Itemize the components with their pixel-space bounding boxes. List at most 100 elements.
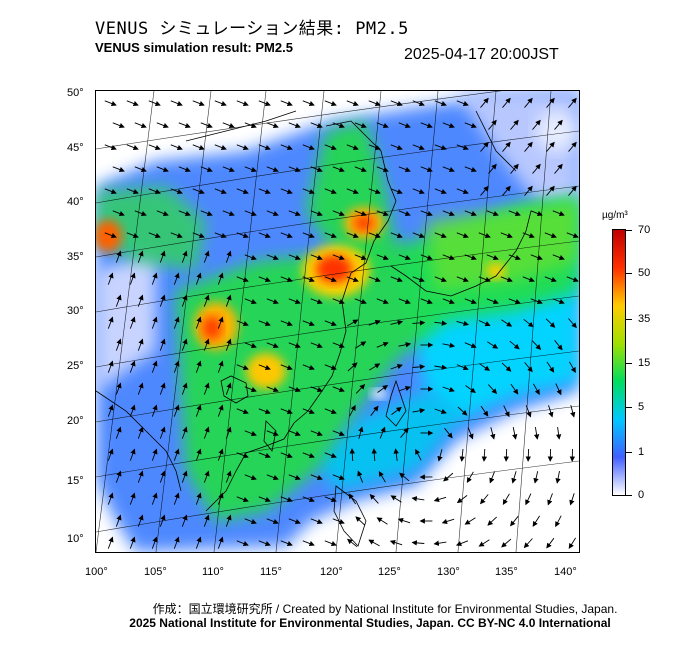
wind-arrow [487, 341, 499, 349]
wind-arrow [244, 474, 257, 481]
wind-arrow [508, 298, 521, 305]
wind-arrow [178, 122, 191, 129]
wind-arrow [523, 318, 534, 328]
wind-arrow [258, 496, 271, 503]
wind-arrow [442, 122, 455, 129]
wind-arrow [397, 517, 411, 524]
wind-arrow [134, 122, 147, 129]
wind-arrow [555, 515, 562, 528]
wind-arrow [552, 298, 565, 305]
wind-arrow [266, 430, 279, 437]
wind-arrow [236, 540, 249, 547]
wind-arrow [217, 272, 224, 285]
wind-arrow [398, 166, 411, 173]
wind-arrow [503, 405, 510, 418]
wind-vectors [104, 97, 579, 549]
wind-arrow [546, 537, 555, 549]
wind-arrow [134, 210, 147, 217]
wind-arrow [466, 471, 474, 483]
colorbar-tick [626, 407, 632, 408]
wind-arrow [530, 298, 543, 305]
wind-arrow [107, 316, 114, 329]
wind-arrow [195, 448, 202, 461]
wind-arrow [530, 210, 543, 217]
wind-arrow [568, 97, 577, 108]
wind-arrow [266, 298, 279, 305]
wind-arrow [390, 232, 403, 239]
wind-arrow [555, 383, 562, 396]
wind-arrow [332, 254, 345, 261]
wind-arrow [412, 408, 426, 414]
wind-arrow [511, 471, 517, 484]
wind-arrow [486, 210, 499, 217]
wind-arrow [346, 232, 359, 239]
wind-arrow [355, 341, 367, 349]
wind-arrow [354, 210, 367, 217]
wind-arrow [112, 166, 125, 173]
wind-arrow [104, 232, 117, 239]
wind-arrow [217, 448, 224, 461]
wind-arrow [288, 254, 301, 261]
colorbar [612, 229, 626, 496]
wind-arrow [525, 493, 532, 506]
wind-arrow [195, 360, 202, 373]
wind-arrow [244, 122, 257, 129]
wind-arrow [324, 144, 337, 151]
colorbar-tick [626, 230, 632, 231]
wind-arrow [420, 210, 433, 217]
colorbar-tick [626, 273, 632, 274]
wind-arrow [434, 408, 447, 415]
wind-arrow [266, 210, 279, 217]
wind-arrow [258, 452, 271, 459]
wind-arrow [512, 427, 518, 440]
wind-arrow [390, 276, 403, 283]
wind-arrow [456, 144, 469, 151]
lat-label-20: 20° [67, 415, 84, 427]
wind-arrow [464, 517, 476, 525]
wind-arrow [244, 518, 257, 525]
wind-arrow [376, 341, 389, 348]
wind-arrow [358, 426, 364, 439]
wind-arrow [112, 210, 125, 217]
wind-arrow [126, 232, 139, 239]
wind-arrow [156, 210, 169, 217]
wind-arrow [214, 188, 227, 195]
wind-arrow [324, 232, 337, 239]
wind-arrow [442, 342, 456, 348]
wind-arrow [280, 540, 293, 547]
wind-arrow [214, 144, 227, 151]
wind-arrow [280, 320, 293, 327]
concentration-field-layer [96, 91, 579, 552]
wind-arrow [107, 492, 114, 505]
wind-arrow [258, 188, 271, 195]
wind-arrow [502, 493, 510, 505]
wind-arrow [570, 405, 576, 418]
wind-arrow [349, 404, 356, 417]
wind-arrow [222, 166, 235, 173]
wind-arrow [434, 100, 447, 107]
wind-arrow [280, 100, 293, 107]
wind-arrow [411, 540, 425, 546]
wind-arrow [390, 188, 403, 195]
colorbar-tick [626, 452, 632, 453]
wind-arrow [481, 448, 487, 462]
wind-arrow [568, 185, 577, 196]
wind-arrow [156, 122, 169, 129]
wind-arrow [151, 360, 158, 373]
wind-arrow [502, 141, 511, 152]
wind-arrow [115, 294, 122, 307]
wind-arrow [411, 496, 425, 502]
lon-label-100: 100° [85, 566, 108, 578]
wind-arrow [357, 470, 364, 483]
wind-arrow [173, 536, 180, 549]
colorbar-tick [626, 495, 632, 496]
wind-arrow [222, 122, 235, 129]
wind-arrow [415, 448, 422, 461]
title-english: VENUS simulation result: PM2.5 [95, 40, 293, 55]
wind-arrow [302, 100, 315, 107]
lon-label-130: 130° [437, 566, 460, 578]
wind-arrow [302, 320, 315, 327]
wind-arrow [433, 496, 447, 503]
wind-arrow [310, 430, 323, 437]
wind-arrow [510, 516, 519, 527]
